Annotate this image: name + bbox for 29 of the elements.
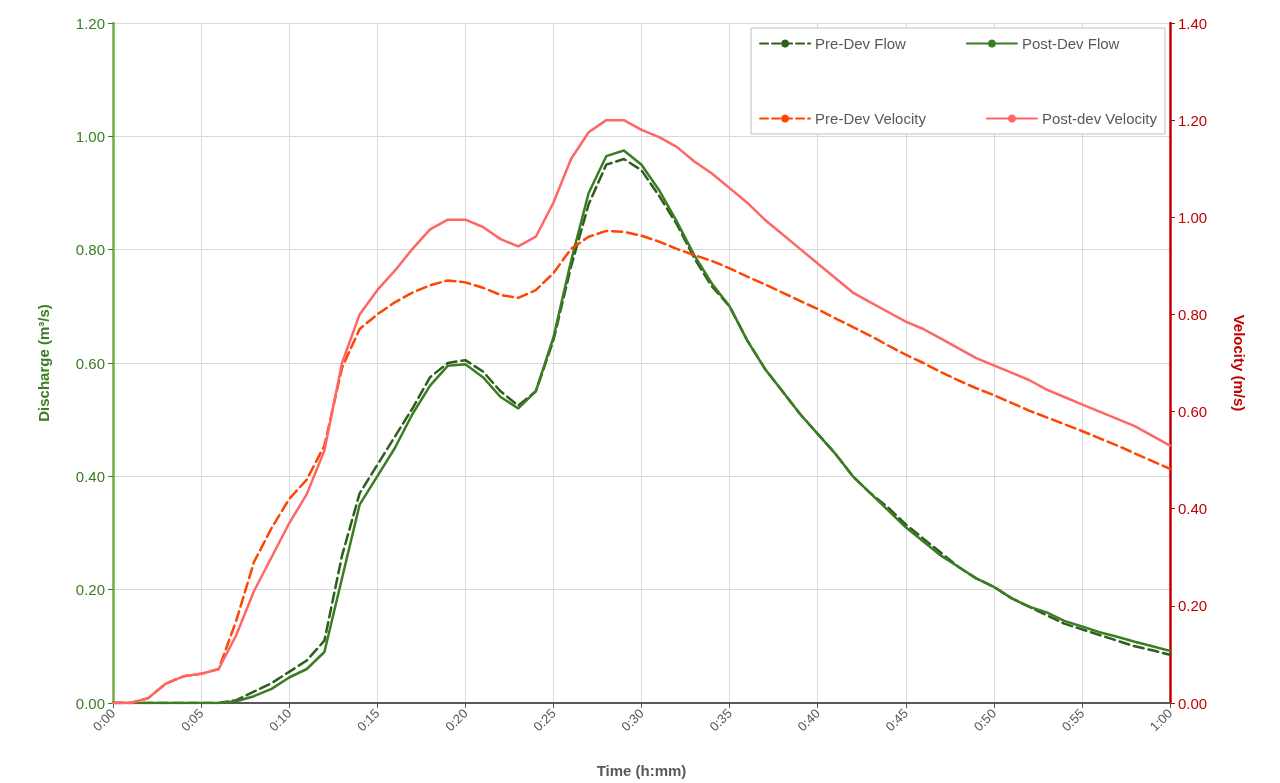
y-tick-label: 1.20	[75, 14, 105, 32]
y-tick-label: 0.80	[75, 241, 105, 259]
legend-label: Post-Dev Flow	[1021, 35, 1120, 52]
y-tick-label: 0.00	[75, 694, 105, 712]
legend-label: Pre-Dev Velocity	[815, 110, 927, 127]
y2-tick-label: 0.00	[1178, 694, 1208, 712]
y2-tick-label: 0.60	[1178, 403, 1208, 421]
x-tick-label: 0:40	[794, 705, 823, 735]
x-tick-label: 0:20	[442, 705, 471, 735]
y-tick-label: 0.40	[75, 467, 105, 485]
legend-label: Post-dev Velocity	[1041, 110, 1158, 127]
x-tick-label: 1:00	[1146, 705, 1176, 735]
y-tick-label: 0.60	[75, 354, 105, 372]
x-tick-label: 0:50	[970, 705, 1000, 735]
y2-axis-title: Velocity (m/s)	[1231, 314, 1248, 412]
y-tick-label: 0.20	[75, 581, 105, 599]
y-axis-title: Discharge (m³/s)	[35, 304, 52, 422]
x-axis-title: Time (h:mm)	[596, 762, 687, 779]
y-tick-label: 1.00	[75, 127, 105, 145]
y2-tick-label: 0.80	[1178, 305, 1208, 323]
x-tick-label: 0:55	[1058, 705, 1088, 735]
y2-tick-label: 1.40	[1178, 14, 1208, 32]
x-tick-label: 0:30	[618, 705, 647, 735]
y2-tick-label: 1.00	[1178, 208, 1208, 226]
legend-label: Pre-Dev Flow	[815, 35, 907, 52]
x-tick-label: 0:10	[265, 705, 295, 735]
y2-tick-label: 1.20	[1178, 111, 1208, 129]
y2-tick-label: 0.40	[1178, 500, 1208, 518]
y2-tick-label: 0.20	[1178, 597, 1208, 615]
